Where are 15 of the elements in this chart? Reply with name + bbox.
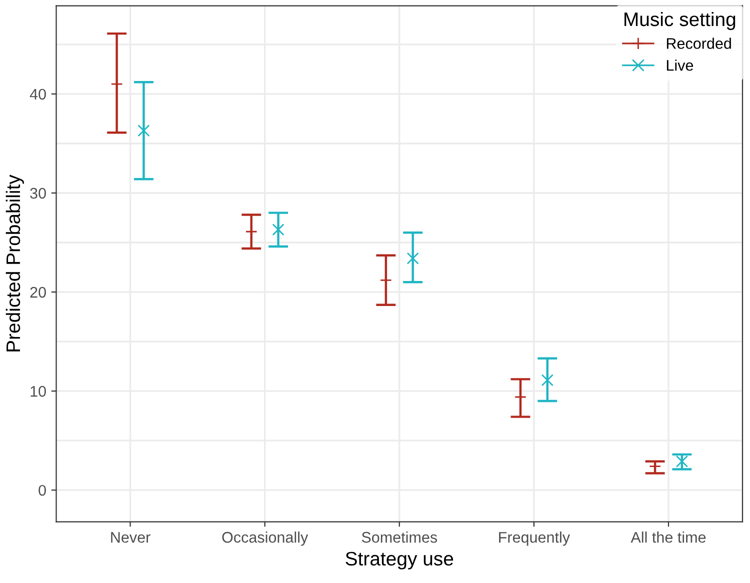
- legend-label: Live: [666, 60, 694, 71]
- y-tick-label: 0: [38, 484, 46, 496]
- x-tick-label: Frequently: [499, 532, 570, 546]
- y-axis-title: Predicted Probability: [6, 174, 24, 352]
- x-tick-label: Never: [111, 532, 150, 543]
- x-tick-label: All the time: [630, 532, 706, 543]
- y-tick-label: 20: [30, 286, 46, 298]
- y-tick-label: 40: [30, 88, 46, 100]
- legend-title: Music setting: [624, 12, 736, 30]
- x-tick-label: Sometimes: [362, 532, 438, 543]
- y-tick-label: 10: [30, 386, 46, 397]
- legend-label: Recorded: [666, 38, 731, 49]
- x-tick-label: Occasionally: [222, 532, 308, 546]
- x-axis-title: Strategy use: [346, 552, 454, 570]
- y-tick-label: 30: [30, 188, 46, 199]
